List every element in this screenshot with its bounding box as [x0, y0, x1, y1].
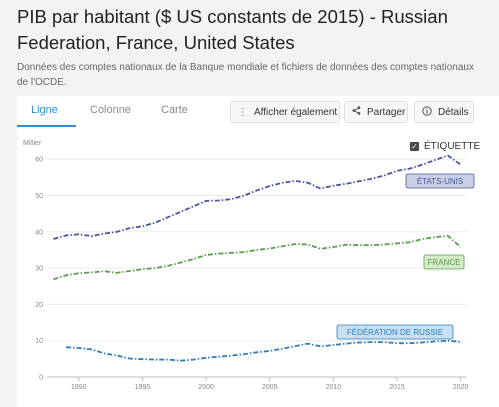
y-axis-label: Millier — [23, 140, 42, 147]
x-tick-label: 1995 — [135, 384, 151, 391]
also-show-label: Afficher également — [254, 106, 338, 118]
series-line — [66, 339, 461, 362]
checkbox-checked-icon[interactable]: ✓ — [410, 142, 419, 151]
active-tab-indicator — [17, 125, 76, 127]
y-tick-label: 40 — [35, 229, 43, 236]
series-lines — [53, 154, 462, 362]
vertical-dots-icon: ⋮ — [238, 106, 248, 118]
tab-column[interactable]: Colonne — [90, 104, 131, 116]
info-icon — [422, 105, 432, 119]
x-tick-label: 2000 — [198, 384, 214, 391]
series-line — [53, 234, 462, 281]
label-toggle-text: ÉTIQUETTE — [424, 141, 481, 152]
label-toggle[interactable]: ✓ ÉTIQUETTE — [410, 141, 480, 152]
series-label-box — [336, 324, 454, 340]
x-tick-label: 2020 — [453, 384, 469, 391]
series-label-box — [423, 254, 465, 270]
details-label: Détails — [438, 106, 469, 118]
y-tick-label: 20 — [35, 302, 43, 309]
page-subtitle: Données des comptes nationaux de la Banq… — [17, 62, 474, 88]
x-tick-label: 2010 — [326, 384, 342, 391]
tab-map[interactable]: Carte — [161, 104, 188, 116]
grid-lines — [47, 158, 467, 342]
series-labels: ÉTATS-UNIS FRANCE FÉDÉRATION DE RUSSIE — [336, 173, 475, 340]
y-tick-label: 0 — [39, 375, 43, 382]
share-label: Partager — [367, 106, 406, 118]
axes: 0 10 20 30 40 50 60 1990 1995 2000 2005 2010 2015 202… — [35, 157, 468, 391]
series-label: ÉTATS-UNIS — [417, 177, 463, 186]
view-tabs: Ligne Colonne Carte ⋮ Afficher également… — [17, 96, 499, 127]
details-button[interactable]: Détails — [414, 101, 474, 123]
page-title: PIB par habitant ($ US constants de 2015… — [17, 6, 448, 53]
x-tick-label: 1990 — [71, 384, 87, 391]
also-show-button[interactable]: ⋮ Afficher également — [230, 101, 340, 123]
y-tick-label: 10 — [35, 338, 43, 345]
tab-line[interactable]: Ligne — [31, 104, 58, 116]
line-chart: Millier 0 10 20 30 40 50 60 1990 1995 2000 2005 201… — [23, 140, 475, 391]
series-line — [53, 154, 462, 240]
share-icon — [352, 106, 361, 118]
y-tick-label: 30 — [35, 266, 43, 273]
x-tick-label: 2005 — [262, 384, 278, 391]
y-tick-label: 60 — [35, 157, 43, 164]
chart-card: Ligne Colonne Carte ⋮ Afficher également… — [17, 96, 499, 407]
series-label-box — [405, 173, 475, 189]
share-button[interactable]: Partager — [344, 101, 408, 123]
x-tick-label: 2015 — [389, 384, 405, 391]
series-label: FÉDÉRATION DE RUSSIE — [347, 328, 443, 337]
y-tick-label: 50 — [35, 193, 43, 200]
series-label: FRANCE — [428, 258, 461, 267]
